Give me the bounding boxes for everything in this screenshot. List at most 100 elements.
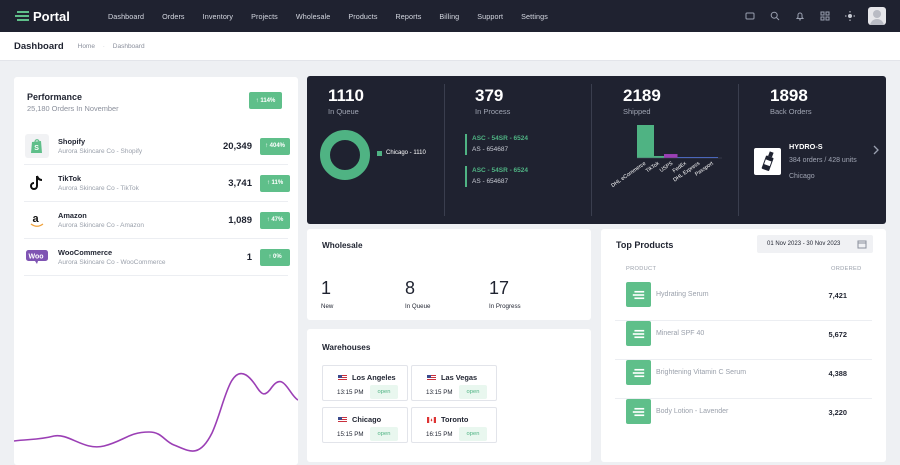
shipped-bar (637, 125, 654, 158)
stat-value: 1 (321, 278, 332, 298)
wholesale-card: Wholesale 1 New 8 In Queue 17 In Progress (307, 229, 591, 320)
warehouse-chicago[interactable]: Chicago 15:15 PM open (322, 407, 408, 443)
performance-change-value: 114% (260, 97, 276, 104)
wholesale-stat-new[interactable]: 1 New (321, 278, 333, 310)
calendar-icon (857, 240, 867, 249)
divider (591, 84, 592, 216)
performance-subtitle: 25,180 Orders In November (27, 104, 119, 113)
channel-change-badge: ↑ 11% (260, 174, 290, 192)
us-flag-icon (338, 374, 347, 381)
nav-products[interactable]: Products (348, 11, 378, 21)
channel-row-amazon[interactable]: a Amazon Aurora Skincare Co - Amazon 1,08… (24, 202, 290, 239)
product-row[interactable]: Brightening Vitamin C Serum 4,388 (615, 360, 872, 399)
avatar[interactable] (868, 7, 886, 25)
nav-inventory[interactable]: Inventory (202, 11, 234, 21)
process-item[interactable]: ASC - 54SR - 6524 AS - 654687 (465, 134, 528, 155)
woocommerce-icon: Woo (25, 245, 49, 269)
stat-value: 8 (405, 278, 416, 298)
channel-company: Aurora Skincare Co - TikTok (58, 185, 139, 192)
fulfillment-kpi-panel: 1110 In Queue Chicago - 1110 379 In Proc… (307, 76, 886, 224)
kpi-label: Back Orders (770, 107, 812, 116)
product-name: Mineral SPF 40 (656, 330, 705, 337)
amazon-icon: a (25, 208, 49, 232)
wholesale-title: Wholesale (322, 241, 363, 250)
channel-value: 1,089 (228, 214, 252, 226)
column-header-ordered[interactable]: ORDERED (831, 266, 862, 272)
warehouse-city: Las Vegas (441, 373, 478, 382)
channel-change-badge: ↑ 47% (260, 211, 290, 229)
backorder-product-info: 384 orders / 428 units (789, 157, 857, 164)
nav-dashboard[interactable]: Dashboard (108, 11, 145, 21)
channel-change-badge: ↑ 404% (260, 137, 290, 155)
shipped-bar (677, 157, 691, 158)
warehouse-las-vegas[interactable]: Las Vegas 13:15 PM open (411, 365, 497, 401)
warehouse-toronto[interactable]: Toronto 16:15 PM open (411, 407, 497, 443)
top-products-title: Top Products (616, 240, 674, 250)
wholesale-stat-in-queue[interactable]: 8 In Queue (405, 278, 430, 310)
date-range-picker[interactable]: 01 Nov 2023 - 30 Nov 2023 (757, 235, 873, 253)
channel-value: 20,349 (222, 140, 252, 152)
column-header-product[interactable]: PRODUCT (626, 266, 657, 272)
nav-support[interactable]: Support (477, 11, 504, 21)
us-flag-icon (338, 416, 347, 423)
channel-name: TikTok (58, 174, 82, 183)
kpi-in-queue: 1110 In Queue (328, 86, 364, 116)
product-image (754, 148, 781, 175)
brand-logo[interactable]: Portal (14, 9, 100, 24)
logo-icon (15, 11, 29, 21)
warehouse-time: 13:15 PM (426, 389, 453, 396)
topbar-actions (735, 6, 886, 26)
wholesale-stat-in-progress[interactable]: 17 In Progress (489, 278, 521, 310)
divider (738, 84, 739, 216)
top-navbar: Portal Dashboard Orders Inventory Projec… (0, 0, 900, 32)
product-row[interactable]: Body Lotion - Lavender 3,220 (615, 399, 872, 438)
grid-icon[interactable] (815, 6, 835, 26)
message-icon[interactable] (740, 6, 760, 26)
warehouse-time: 15:15 PM (337, 431, 364, 438)
product-row[interactable]: Hydrating Serum 7,421 (615, 282, 872, 321)
divider (444, 84, 445, 216)
svg-text:S: S (34, 145, 39, 152)
channel-name: Amazon (58, 211, 87, 220)
product-name: Brightening Vitamin C Serum (656, 369, 747, 376)
nav-projects[interactable]: Projects (251, 11, 278, 21)
channel-row-shopify[interactable]: S Shopify Aurora Skincare Co - Shopify 20… (24, 128, 290, 165)
date-range-value: 01 Nov 2023 - 30 Nov 2023 (767, 241, 841, 247)
process-sub: AS - 654687 (472, 178, 509, 185)
product-row[interactable]: Mineral SPF 40 5,672 (615, 321, 872, 360)
svg-text:Woo: Woo (29, 254, 44, 261)
kpi-back-orders: 1898 Back Orders (770, 86, 812, 116)
product-ordered: 5,672 (828, 330, 848, 339)
stat-label: In Progress (489, 303, 521, 310)
sun-icon[interactable] (840, 6, 860, 26)
warehouse-city: Los Angeles (352, 373, 396, 382)
product-name: Body Lotion - Lavender (656, 408, 729, 415)
warehouse-status: open (459, 427, 487, 441)
nav-billing[interactable]: Billing (439, 11, 460, 21)
nav-settings[interactable]: Settings (521, 11, 548, 21)
product-icon (626, 282, 651, 307)
tiktok-icon (25, 171, 49, 195)
bell-icon[interactable] (790, 6, 810, 26)
kpi-value: 2189 (623, 86, 661, 105)
nav-orders[interactable]: Orders (162, 11, 185, 21)
warehouse-los-angeles[interactable]: Los Angeles 13:15 PM open (322, 365, 408, 401)
nav-wholesale[interactable]: Wholesale (295, 11, 331, 21)
product-icon (626, 321, 651, 346)
nav-reports[interactable]: Reports (395, 11, 422, 21)
process-item[interactable]: ASC - 54SR - 6524 AS - 654687 (465, 166, 528, 187)
performance-card: Performance 25,180 Orders In November ↑ … (14, 77, 298, 465)
top-products-card: Top Products 01 Nov 2023 - 30 Nov 2023 P… (601, 229, 886, 462)
svg-text:a: a (33, 213, 40, 225)
search-icon[interactable] (765, 6, 785, 26)
breadcrumb-home[interactable]: Home (77, 42, 95, 50)
chevron-right-icon[interactable] (871, 144, 881, 156)
channel-row-woocommerce[interactable]: Woo WooCommerce Aurora Skincare Co - WooC… (24, 239, 290, 276)
kpi-label: Shipped (623, 107, 651, 116)
kpi-value: 379 (475, 86, 504, 105)
warehouse-status: open (459, 385, 487, 399)
legend-swatch (377, 150, 382, 156)
channel-row-tiktok[interactable]: TikTok Aurora Skincare Co - TikTok 3,741 … (24, 165, 290, 202)
main-menu: Dashboard Orders Inventory Projects Whol… (104, 12, 557, 21)
product-icon (626, 399, 651, 424)
